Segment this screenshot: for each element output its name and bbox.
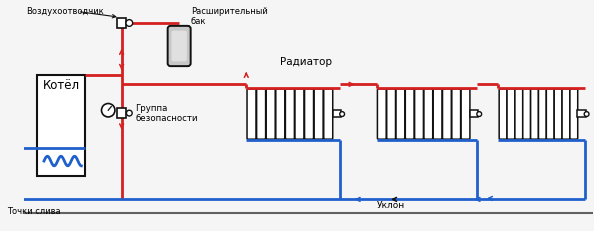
FancyBboxPatch shape <box>499 89 507 139</box>
FancyBboxPatch shape <box>433 89 442 139</box>
FancyBboxPatch shape <box>377 89 386 139</box>
Circle shape <box>477 112 482 116</box>
Text: Радиатор: Радиатор <box>280 57 332 67</box>
Text: Котёл: Котёл <box>43 79 80 91</box>
Bar <box>5 196 15 203</box>
FancyBboxPatch shape <box>570 89 578 139</box>
FancyBboxPatch shape <box>257 89 266 139</box>
FancyBboxPatch shape <box>276 89 285 139</box>
Circle shape <box>126 20 132 26</box>
Bar <box>7 174 14 180</box>
FancyBboxPatch shape <box>507 89 515 139</box>
FancyBboxPatch shape <box>314 89 323 139</box>
FancyBboxPatch shape <box>172 31 187 61</box>
FancyBboxPatch shape <box>523 89 530 139</box>
FancyBboxPatch shape <box>396 89 405 139</box>
Text: Насос: Насос <box>0 122 2 148</box>
Circle shape <box>127 110 132 116</box>
Text: Группа
безопасности: Группа безопасности <box>135 103 198 123</box>
FancyBboxPatch shape <box>530 89 538 139</box>
FancyBboxPatch shape <box>452 89 460 139</box>
Circle shape <box>3 159 18 174</box>
Text: Уклон: Уклон <box>377 201 405 210</box>
Bar <box>117 18 127 28</box>
FancyBboxPatch shape <box>539 89 546 139</box>
Circle shape <box>102 103 115 117</box>
Bar <box>117 108 127 118</box>
FancyBboxPatch shape <box>515 89 523 139</box>
Bar <box>333 110 341 117</box>
Text: Точки слива: Точки слива <box>7 207 60 216</box>
Bar <box>37 75 85 176</box>
FancyBboxPatch shape <box>387 89 396 139</box>
Circle shape <box>584 112 589 116</box>
FancyBboxPatch shape <box>266 89 275 139</box>
FancyBboxPatch shape <box>562 89 570 139</box>
FancyBboxPatch shape <box>415 89 424 139</box>
Text: Расширительный
бак: Расширительный бак <box>191 7 267 26</box>
FancyBboxPatch shape <box>461 89 470 139</box>
FancyBboxPatch shape <box>324 89 333 139</box>
FancyBboxPatch shape <box>295 89 304 139</box>
FancyBboxPatch shape <box>285 89 295 139</box>
FancyBboxPatch shape <box>443 89 451 139</box>
Text: Воздухоотводчик: Воздухоотводчик <box>26 7 103 16</box>
FancyBboxPatch shape <box>305 89 314 139</box>
Circle shape <box>340 112 345 116</box>
FancyBboxPatch shape <box>546 89 554 139</box>
FancyBboxPatch shape <box>168 26 191 66</box>
FancyBboxPatch shape <box>247 89 256 139</box>
Bar <box>470 110 478 117</box>
FancyBboxPatch shape <box>554 89 562 139</box>
Bar <box>577 110 586 117</box>
FancyBboxPatch shape <box>405 89 414 139</box>
FancyBboxPatch shape <box>424 89 432 139</box>
